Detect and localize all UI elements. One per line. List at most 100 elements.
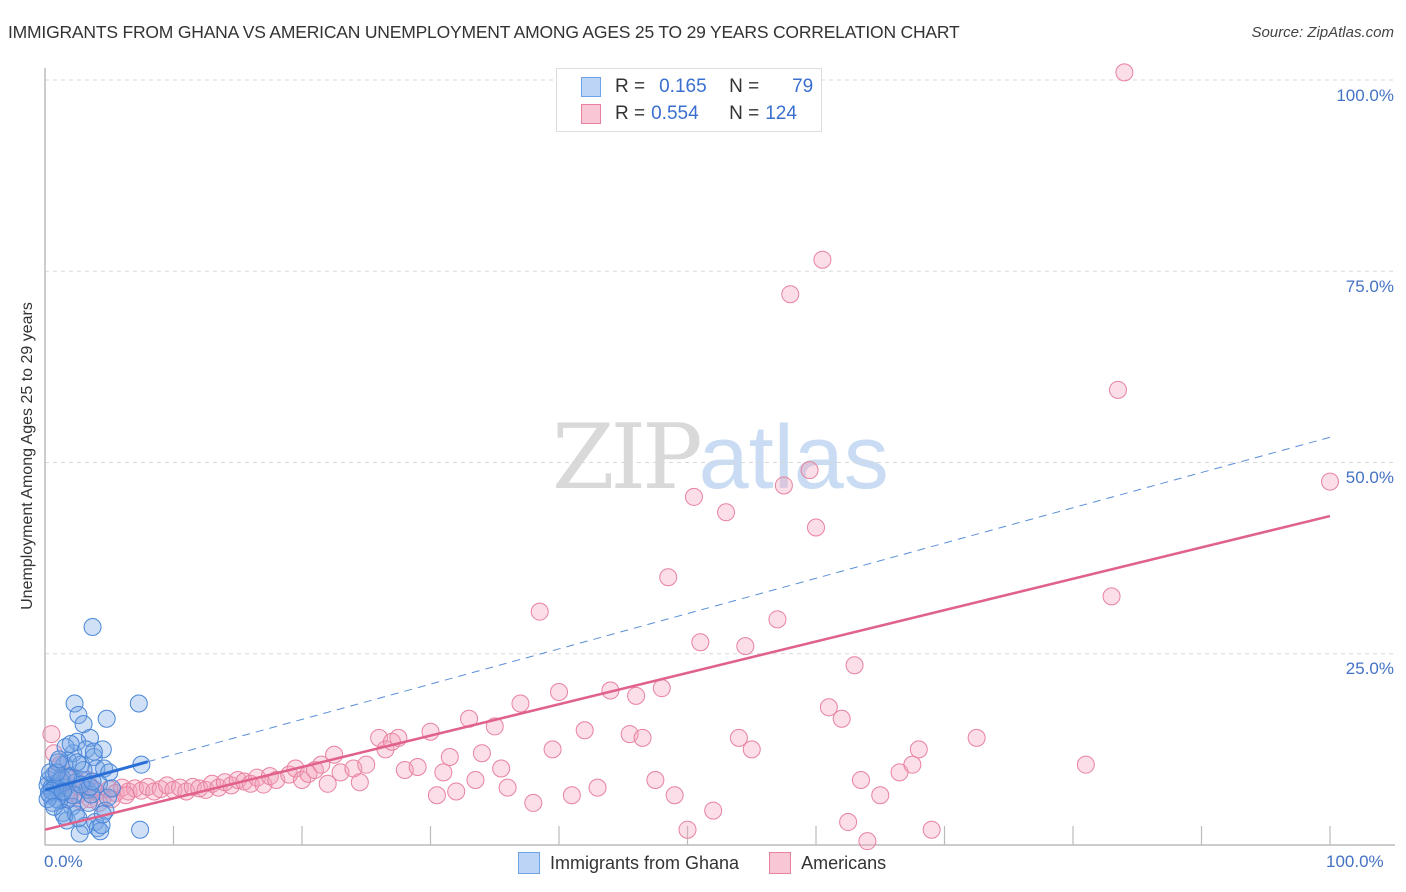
data-point-americans	[543, 740, 562, 759]
y-axis-label: Unemployment Among Ages 25 to 29 years	[19, 302, 36, 610]
legend-swatch-americans	[769, 852, 792, 874]
x-tick-0: 0.0%	[44, 852, 83, 871]
data-point-americans	[434, 763, 453, 782]
legend-item-americans[interactable]: Americans	[769, 852, 886, 874]
data-point-ghana	[97, 709, 116, 728]
trend-lines	[44, 436, 1331, 831]
y-tick-50: 50.0%	[1345, 468, 1394, 487]
legend-r-value-ghana: 0.165	[659, 76, 707, 97]
legend-swatch-ghana	[518, 852, 540, 874]
data-point-americans	[800, 461, 819, 480]
data-point-americans	[704, 801, 723, 820]
data-point-americans	[774, 476, 793, 495]
data-point-americans	[42, 725, 61, 744]
x-tick-100: 100.0%	[1326, 852, 1384, 871]
data-point-americans	[357, 755, 376, 774]
data-point-americans	[472, 744, 491, 763]
data-point-americans	[967, 728, 986, 747]
data-point-americans	[427, 786, 446, 805]
legend-row-ghana: R = 0.165 N = 79	[581, 75, 813, 99]
trend-line-americans	[44, 514, 1331, 831]
data-point-americans	[511, 694, 530, 713]
data-point-americans	[781, 285, 800, 304]
data-point-americans	[440, 748, 459, 767]
data-point-americans	[845, 656, 864, 675]
y-tick-100: 100.0%	[1336, 86, 1394, 105]
data-point-americans	[466, 770, 485, 789]
data-point-ghana	[84, 742, 103, 761]
data-point-ghana	[44, 797, 63, 816]
data-point-americans	[524, 793, 543, 812]
data-point-americans	[665, 786, 684, 805]
y-tick-75: 75.0%	[1345, 277, 1394, 296]
series-americans-points	[42, 63, 1339, 851]
data-point-ghana	[68, 753, 87, 772]
data-point-americans	[627, 686, 646, 705]
data-point-ghana	[131, 820, 150, 839]
data-point-americans	[813, 250, 832, 269]
data-point-ghana	[129, 694, 148, 713]
data-point-americans	[742, 740, 761, 759]
data-point-americans	[871, 786, 890, 805]
data-point-ghana	[64, 786, 83, 805]
watermark-zip: ZIP	[552, 405, 703, 510]
legend-item-ghana[interactable]: Immigrants from Ghana	[518, 852, 739, 874]
data-point-americans	[903, 755, 922, 774]
data-point-americans	[851, 770, 870, 789]
series-legend: Immigrants from Ghana Americans	[518, 852, 916, 874]
watermark: ZIPatlas	[552, 405, 889, 510]
data-point-ghana	[61, 735, 80, 754]
trend-line-ghana-dashed	[147, 436, 1331, 763]
legend-r-label: R =	[615, 76, 646, 97]
data-point-americans	[819, 698, 838, 717]
watermark-atlas: atlas	[698, 408, 889, 508]
data-point-americans	[922, 820, 941, 839]
legend-label-ghana: Immigrants from Ghana	[550, 852, 740, 873]
data-point-americans	[1108, 380, 1127, 399]
gridlines	[45, 79, 1395, 655]
correlation-legend: R = 0.165 N = 79 R = 0.554 N = 124	[556, 68, 822, 132]
data-point-americans	[717, 503, 736, 522]
data-point-ghana	[69, 705, 88, 724]
data-point-americans	[550, 683, 568, 701]
data-point-americans	[575, 721, 594, 740]
legend-row-americans: R = 0.554 N = 124	[581, 102, 805, 126]
data-point-americans	[839, 813, 858, 832]
data-point-ghana	[70, 824, 89, 843]
data-point-americans	[44, 744, 63, 763]
data-point-americans	[858, 832, 877, 851]
data-point-ghana	[48, 753, 67, 772]
data-point-americans	[562, 786, 581, 805]
data-point-ghana	[50, 750, 69, 769]
source-label: Source: ZipAtlas.com	[1251, 24, 1394, 41]
legend-label-americans: Americans	[801, 852, 887, 873]
legend-r-label: R =	[615, 103, 646, 124]
data-point-americans	[588, 778, 607, 797]
data-point-americans	[807, 518, 825, 537]
legend-n-label: N =	[729, 76, 760, 97]
legend-r-value-americans: 0.554	[651, 103, 699, 124]
legend-n-label: N =	[729, 103, 760, 124]
data-point-americans	[447, 782, 466, 801]
data-point-americans	[909, 740, 928, 759]
data-point-ghana	[98, 788, 117, 807]
legend-swatch-americans	[581, 104, 601, 124]
legend-n-value-americans: 124	[765, 103, 797, 124]
trend-line-ghana-solid	[44, 760, 149, 792]
data-point-americans	[1115, 63, 1134, 82]
data-point-americans	[1321, 472, 1339, 491]
data-point-ghana	[65, 694, 84, 713]
chart-title: IMMIGRANTS FROM GHANA VS AMERICAN UNEMPL…	[8, 22, 960, 42]
data-point-americans	[659, 568, 678, 587]
data-point-americans	[736, 637, 755, 656]
data-point-ghana	[80, 728, 99, 747]
data-point-americans	[1102, 587, 1121, 606]
axes	[44, 68, 1395, 846]
data-point-americans	[1076, 755, 1095, 774]
data-point-americans	[408, 757, 427, 776]
data-point-americans	[691, 633, 710, 652]
data-point-americans	[530, 602, 549, 621]
data-point-americans	[652, 679, 671, 698]
data-point-americans	[318, 774, 337, 793]
